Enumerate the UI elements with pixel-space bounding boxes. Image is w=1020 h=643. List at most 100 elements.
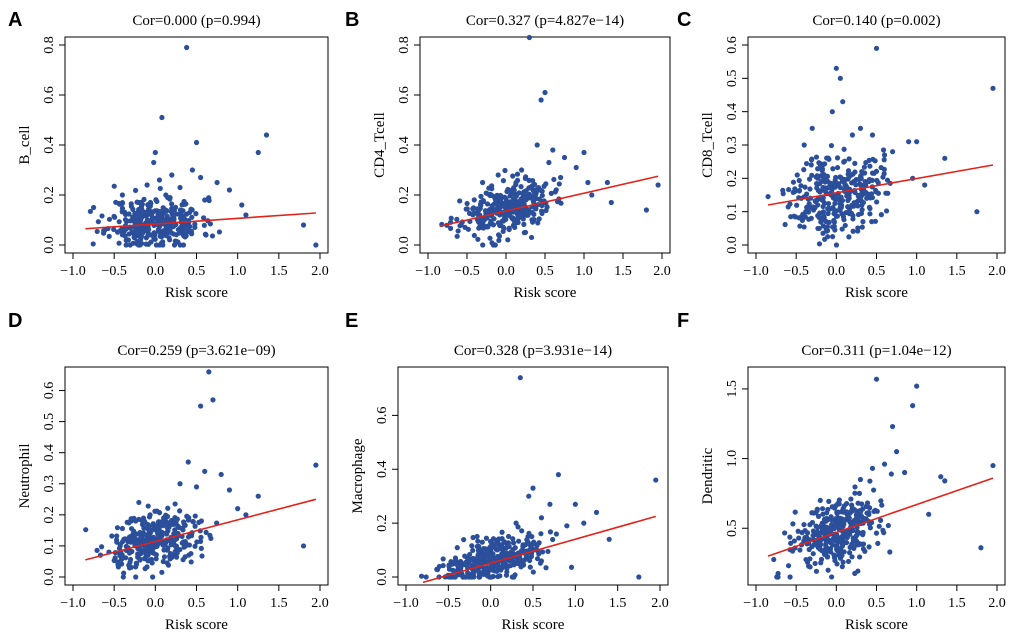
data-point bbox=[480, 179, 486, 186]
panel-e: E Cor=0.328 (p=3.931e−14) −1.0 −0.5 0.0 0.5 1.… bbox=[345, 310, 669, 633]
data-points bbox=[83, 369, 319, 580]
data-point bbox=[859, 207, 865, 213]
x-tick-label: 1.0 bbox=[567, 596, 585, 611]
data-point bbox=[130, 206, 136, 212]
data-point bbox=[853, 538, 859, 544]
data-point bbox=[471, 210, 477, 216]
data-point bbox=[503, 572, 510, 578]
data-point bbox=[581, 149, 587, 156]
data-point bbox=[515, 212, 521, 218]
data-point bbox=[136, 199, 142, 206]
data-point bbox=[489, 206, 496, 212]
data-point bbox=[114, 539, 120, 545]
x-tick-label: 1.0 bbox=[229, 596, 247, 611]
data-point bbox=[533, 206, 539, 212]
data-point bbox=[809, 125, 815, 131]
chart-title: Cor=0.328 (p=3.931e−14) bbox=[454, 343, 612, 359]
data-point bbox=[873, 189, 879, 195]
data-point bbox=[787, 574, 793, 580]
data-point bbox=[855, 500, 861, 506]
data-point bbox=[118, 553, 125, 559]
data-point bbox=[182, 234, 188, 240]
data-point bbox=[604, 179, 611, 186]
data-point bbox=[826, 205, 832, 211]
data-point bbox=[201, 222, 207, 228]
x-tick-label: 1.0 bbox=[229, 264, 247, 279]
data-point bbox=[539, 202, 545, 209]
data-point bbox=[185, 459, 191, 465]
data-point bbox=[171, 537, 177, 544]
x-tick-label: −1.0 bbox=[743, 264, 768, 279]
data-point bbox=[809, 172, 815, 178]
data-point bbox=[142, 519, 148, 525]
data-point bbox=[852, 490, 858, 496]
data-point bbox=[833, 242, 840, 248]
data-point bbox=[146, 207, 153, 214]
data-point bbox=[839, 564, 845, 570]
data-point bbox=[138, 550, 144, 556]
y-axis-label: CD4_Tcell bbox=[372, 112, 388, 178]
data-point bbox=[824, 554, 830, 560]
x-tick-label: 0.5 bbox=[524, 596, 542, 611]
data-point bbox=[533, 188, 539, 194]
data-point bbox=[860, 546, 867, 552]
data-point bbox=[815, 524, 821, 531]
data-points bbox=[765, 45, 996, 248]
data-point bbox=[527, 564, 533, 570]
data-point bbox=[169, 201, 175, 207]
x-tick-label: 0.5 bbox=[536, 264, 554, 279]
data-point bbox=[456, 572, 462, 578]
data-point bbox=[521, 221, 527, 227]
data-point bbox=[164, 524, 170, 530]
y-tick-label: 0.8 bbox=[397, 36, 412, 54]
data-point bbox=[553, 531, 560, 537]
data-point bbox=[172, 548, 178, 555]
data-point bbox=[455, 228, 461, 234]
data-point bbox=[990, 85, 996, 91]
data-point bbox=[881, 530, 887, 536]
data-point bbox=[530, 485, 536, 491]
panel-letter: E bbox=[345, 310, 358, 332]
y-tick-label: 0.4 bbox=[725, 103, 740, 121]
data-point bbox=[165, 194, 171, 201]
regression-line bbox=[422, 515, 656, 584]
data-point bbox=[807, 522, 813, 528]
data-point bbox=[169, 172, 175, 178]
data-point bbox=[528, 543, 534, 550]
data-point bbox=[787, 534, 793, 540]
panel-d: D Cor=0.259 (p=3.621e−09) −1.0 −0.5 0.0 0.5 1.… bbox=[8, 310, 329, 633]
data-point bbox=[313, 242, 319, 248]
data-point bbox=[457, 198, 463, 204]
data-point bbox=[506, 225, 512, 231]
data-point bbox=[805, 209, 812, 215]
data-point bbox=[857, 476, 864, 483]
data-point bbox=[519, 167, 525, 173]
data-point bbox=[473, 559, 479, 565]
data-point bbox=[887, 549, 893, 555]
data-point bbox=[551, 176, 557, 183]
data-point bbox=[798, 183, 804, 189]
data-point bbox=[825, 567, 831, 573]
data-point bbox=[503, 196, 509, 202]
data-point bbox=[128, 516, 134, 522]
data-point bbox=[833, 174, 839, 181]
data-point bbox=[157, 530, 163, 536]
x-tick-label: 1.5 bbox=[270, 596, 288, 611]
y-axis-label: Dendritic bbox=[700, 447, 716, 504]
data-point bbox=[546, 159, 552, 166]
data-point bbox=[803, 160, 810, 167]
data-point bbox=[173, 554, 180, 560]
data-point bbox=[480, 216, 486, 222]
data-point bbox=[854, 198, 861, 204]
data-point bbox=[816, 225, 822, 232]
data-point bbox=[111, 183, 117, 189]
x-tick-label: −0.5 bbox=[783, 596, 808, 611]
data-point bbox=[794, 172, 800, 178]
data-point bbox=[874, 199, 880, 205]
data-point bbox=[796, 188, 802, 194]
data-point bbox=[828, 527, 834, 533]
data-point bbox=[528, 234, 535, 241]
data-point bbox=[871, 508, 877, 515]
data-point bbox=[518, 564, 524, 570]
data-point bbox=[300, 222, 307, 228]
